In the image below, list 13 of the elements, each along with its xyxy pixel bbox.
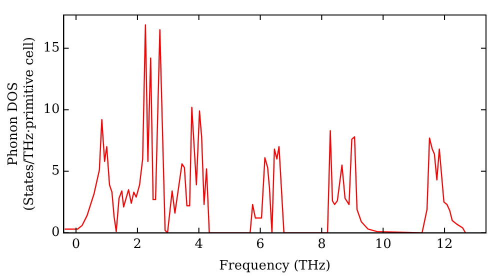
x-tick-label: 10 — [374, 236, 392, 252]
x-axis-title: Frequency (THz) — [219, 258, 331, 274]
y-axis-title: Phonon DOS (States/THz·primitive cell) — [6, 36, 37, 211]
y-tick-label: 15 — [43, 40, 60, 56]
y-tick-label: 0 — [51, 225, 60, 240]
x-tick-label: 2 — [133, 236, 142, 252]
x-tick-label: 4 — [194, 236, 204, 252]
x-tick-label: 0 — [72, 236, 80, 252]
x-tick-label: 8 — [318, 236, 326, 252]
y-tick-label: 5 — [51, 164, 60, 179]
x-tick-label: 12 — [436, 236, 453, 252]
y-tick-label: 10 — [43, 102, 60, 118]
x-tick-label: 6 — [256, 236, 264, 252]
